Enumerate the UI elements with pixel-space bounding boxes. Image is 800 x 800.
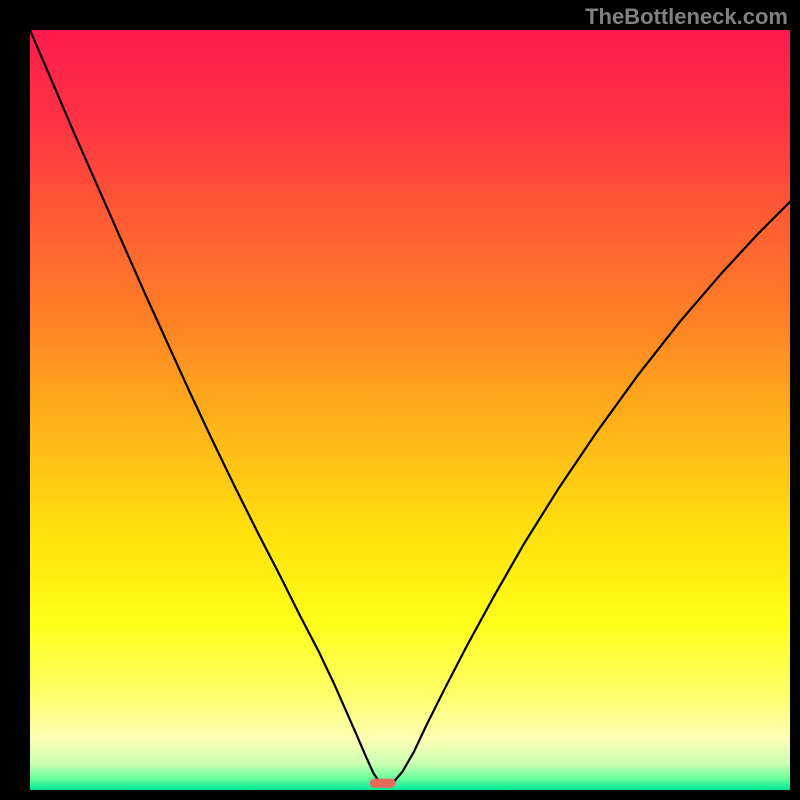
optimal-point-marker [370,779,396,788]
chart-container: TheBottleneck.com [0,0,800,800]
bottleneck-chart [0,0,800,800]
watermark-text: TheBottleneck.com [585,4,788,30]
chart-gradient-bg [30,30,790,790]
